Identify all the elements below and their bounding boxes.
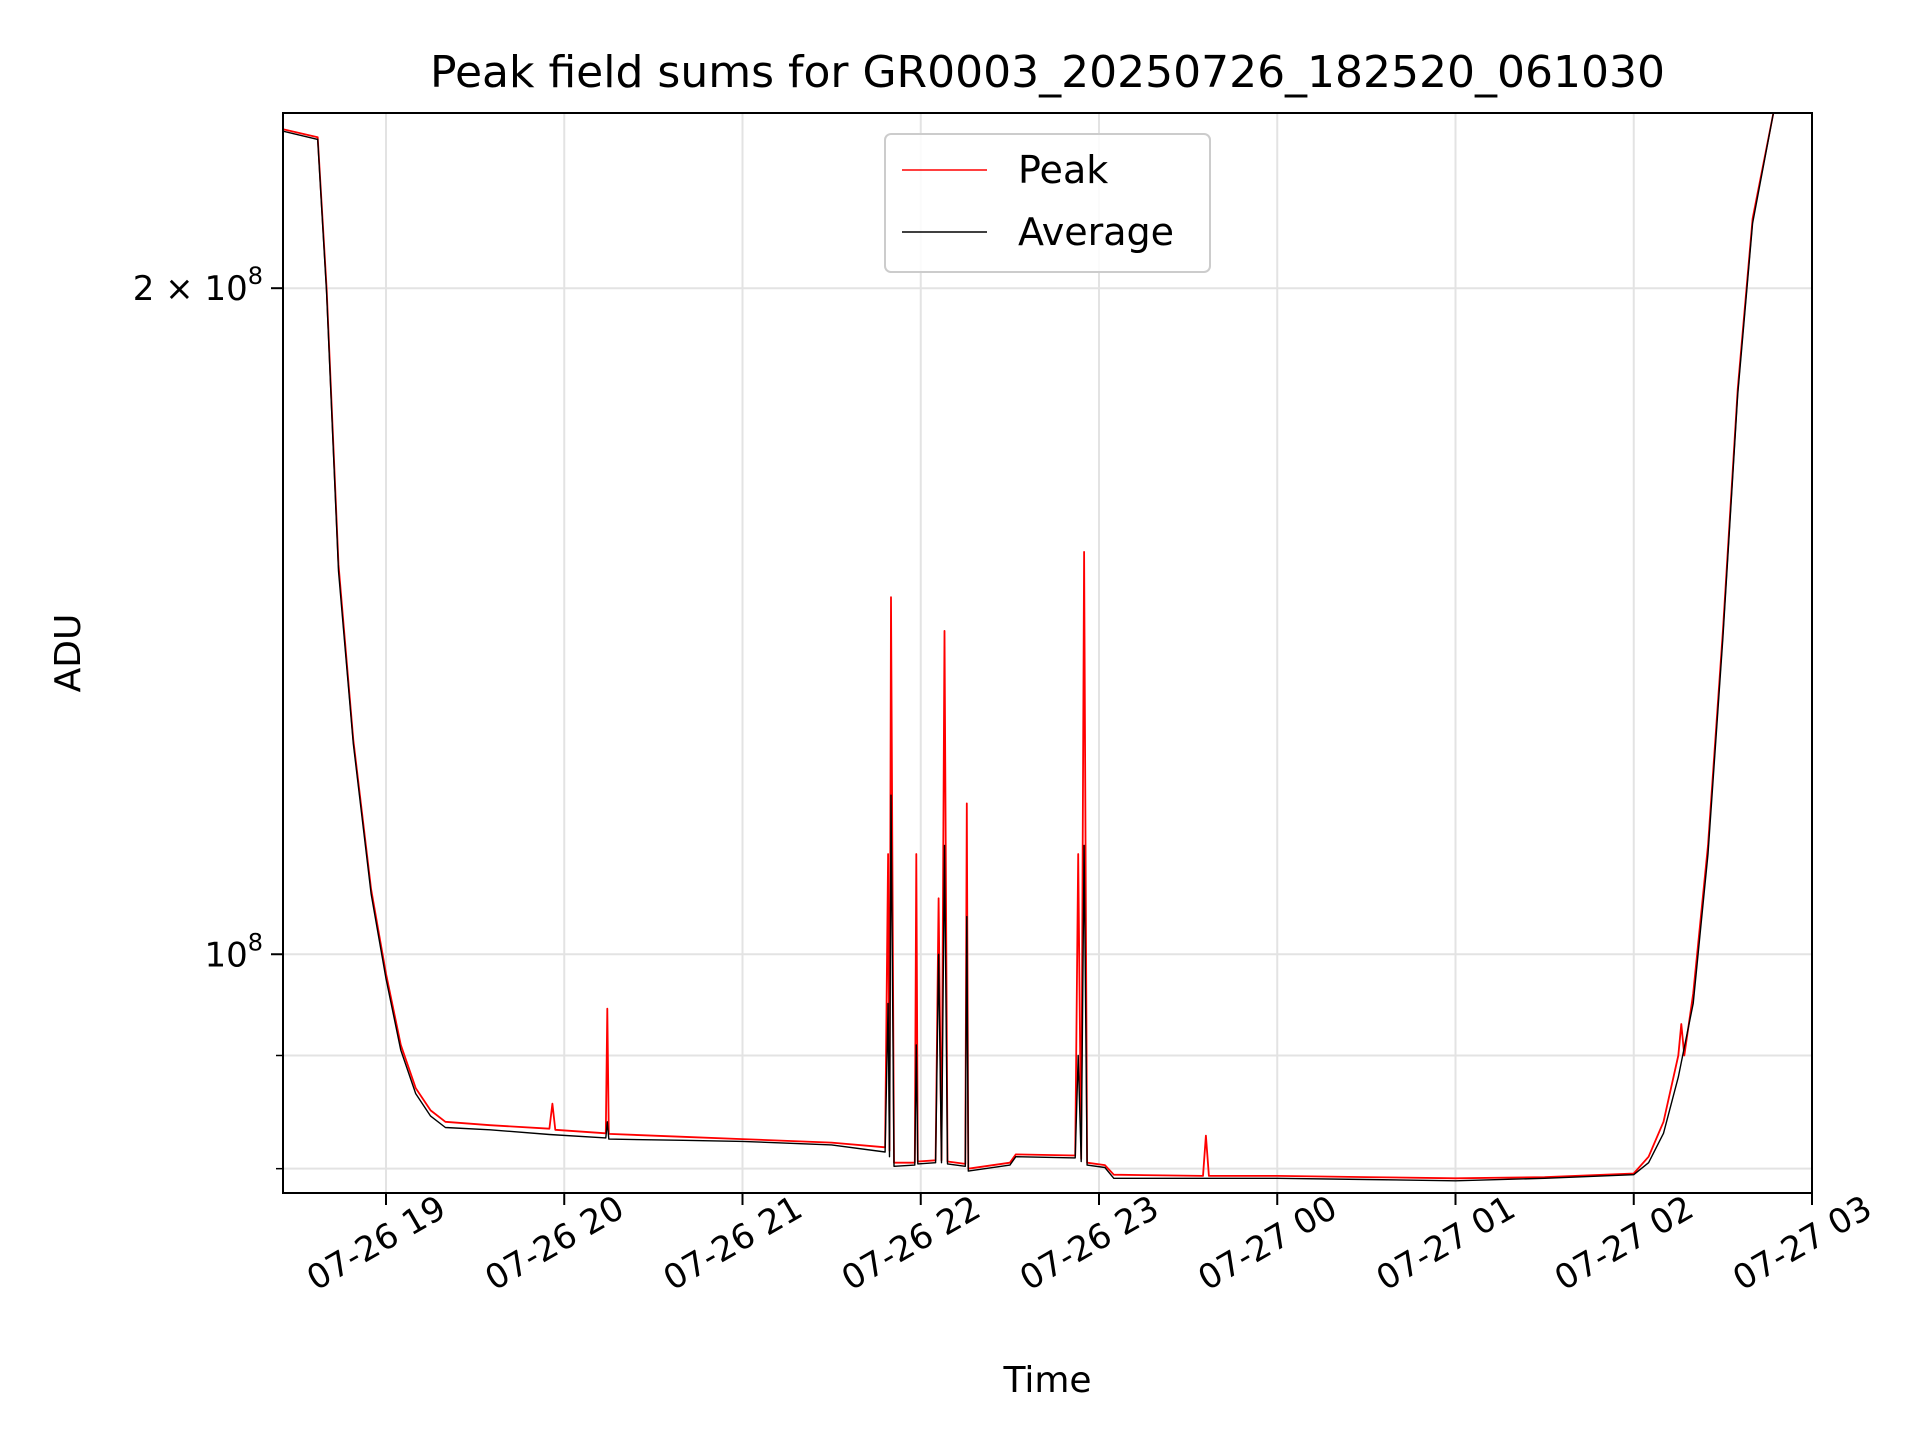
series-layer bbox=[283, 113, 1775, 1182]
y-axis-label: ADU bbox=[48, 614, 89, 693]
y-tick-label: 108 bbox=[204, 928, 263, 975]
legend: Peak Average bbox=[884, 133, 1211, 273]
legend-label-average: Average bbox=[1018, 210, 1174, 254]
y-tick-label-base: 10 bbox=[204, 935, 247, 975]
plot-frame bbox=[282, 112, 1813, 1194]
legend-label-peak: Peak bbox=[1018, 148, 1108, 192]
series-line-peak bbox=[283, 113, 1775, 1180]
x-axis-label: Time bbox=[1002, 1360, 1091, 1401]
chart-title: Peak field sums for GR0003_20250726_1825… bbox=[430, 47, 1665, 98]
legend-box bbox=[884, 133, 1211, 273]
y-tick-label: 2 × 108 bbox=[133, 262, 263, 309]
y-tick-label-exponent: 8 bbox=[248, 928, 263, 956]
y-tick-label-exponent: 8 bbox=[248, 262, 263, 290]
series-line-average bbox=[283, 113, 1775, 1182]
y-tick-label-base: 2 × 10 bbox=[133, 269, 248, 309]
